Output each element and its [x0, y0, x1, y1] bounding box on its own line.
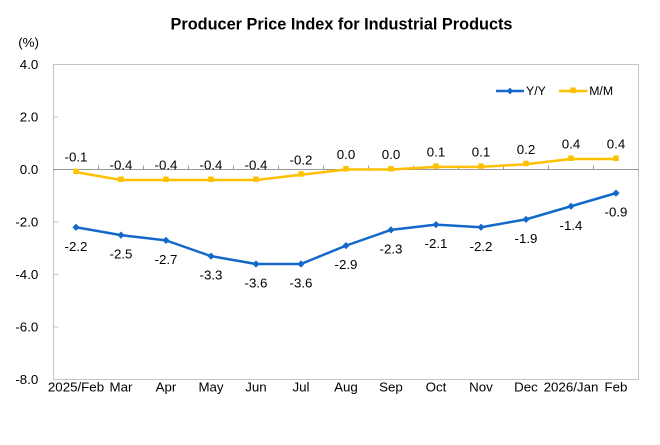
svg-text:2.0: 2.0 [20, 110, 39, 125]
svg-text:-0.4: -0.4 [110, 158, 133, 173]
svg-text:Feb: Feb [605, 380, 628, 395]
svg-text:Oct: Oct [426, 380, 447, 395]
svg-text:0.0: 0.0 [20, 162, 39, 177]
svg-text:-2.7: -2.7 [155, 252, 178, 267]
svg-text:M/M: M/M [589, 84, 613, 98]
svg-text:Dec: Dec [514, 380, 538, 395]
svg-text:-2.5: -2.5 [110, 247, 133, 262]
svg-text:Y/Y: Y/Y [526, 84, 546, 98]
svg-text:-1.9: -1.9 [515, 231, 538, 246]
svg-text:-0.2: -0.2 [290, 152, 313, 167]
svg-text:0.1: 0.1 [472, 144, 491, 159]
svg-text:Mar: Mar [110, 380, 133, 395]
svg-text:-2.2: -2.2 [65, 239, 88, 254]
svg-text:-4.0: -4.0 [15, 267, 38, 282]
svg-text:-0.4: -0.4 [200, 158, 223, 173]
svg-text:0.0: 0.0 [382, 147, 401, 162]
svg-text:May: May [198, 380, 223, 395]
svg-text:Apr: Apr [156, 380, 177, 395]
svg-text:0.4: 0.4 [562, 137, 581, 152]
svg-text:(%): (%) [18, 35, 39, 50]
svg-text:Nov: Nov [469, 380, 493, 395]
svg-text:-2.9: -2.9 [335, 257, 358, 272]
svg-text:4.0: 4.0 [20, 57, 39, 72]
svg-text:Jul: Jul [293, 380, 310, 395]
svg-text:2026/Jan: 2026/Jan [544, 380, 599, 395]
svg-text:-0.9: -0.9 [605, 205, 628, 220]
svg-text:2025/Feb: 2025/Feb [48, 380, 104, 395]
svg-text:-0.4: -0.4 [245, 158, 268, 173]
svg-text:-8.0: -8.0 [15, 372, 38, 387]
svg-text:Jun: Jun [245, 380, 266, 395]
svg-text:0.0: 0.0 [337, 147, 356, 162]
svg-text:-2.1: -2.1 [425, 236, 448, 251]
svg-text:Producer Price Index for Indus: Producer Price Index for Industrial Prod… [171, 16, 513, 34]
svg-text:0.1: 0.1 [427, 144, 446, 159]
svg-text:-2.0: -2.0 [15, 215, 38, 230]
svg-text:-0.1: -0.1 [65, 150, 88, 165]
svg-text:Aug: Aug [334, 380, 358, 395]
svg-text:0.2: 0.2 [517, 142, 536, 157]
svg-text:-3.6: -3.6 [290, 276, 313, 291]
svg-text:Sep: Sep [379, 380, 403, 395]
svg-text:-3.6: -3.6 [245, 276, 268, 291]
svg-text:-2.3: -2.3 [380, 241, 403, 256]
svg-text:-1.4: -1.4 [560, 218, 583, 233]
svg-text:-6.0: -6.0 [15, 320, 38, 335]
svg-text:-3.3: -3.3 [200, 268, 223, 283]
svg-text:-2.2: -2.2 [470, 239, 493, 254]
svg-text:-0.4: -0.4 [155, 158, 178, 173]
svg-text:0.4: 0.4 [607, 137, 626, 152]
